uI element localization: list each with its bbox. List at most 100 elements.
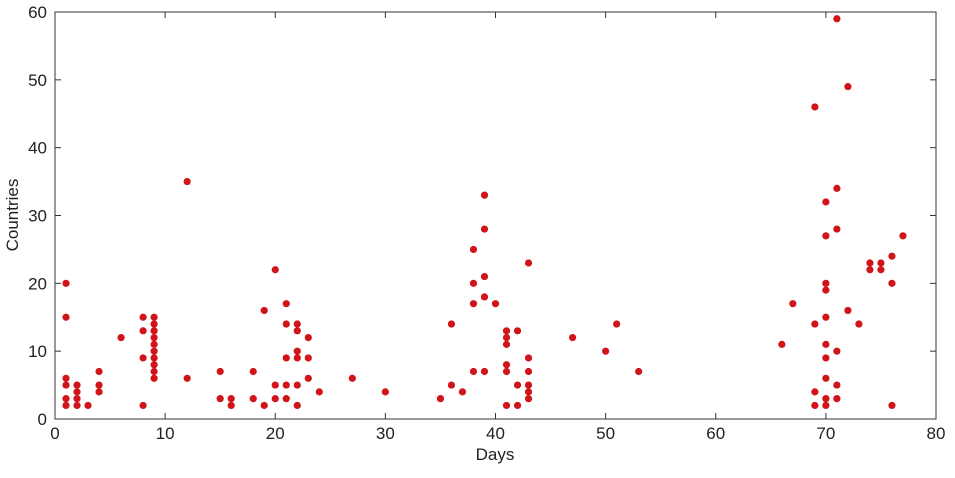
point	[293, 354, 301, 362]
point	[855, 320, 863, 328]
point	[822, 354, 830, 362]
point	[822, 232, 830, 240]
y-tick-label: 30	[28, 207, 47, 226]
point	[381, 388, 389, 396]
x-tick-label: 10	[156, 424, 175, 443]
point	[866, 259, 874, 267]
point	[778, 340, 786, 348]
point	[480, 272, 489, 281]
point	[150, 313, 158, 321]
point	[502, 401, 511, 410]
point	[833, 347, 841, 355]
y-tick-label: 20	[28, 274, 47, 293]
point	[150, 340, 158, 348]
point	[833, 184, 841, 192]
point	[888, 252, 896, 260]
point	[502, 334, 511, 342]
point	[811, 103, 819, 111]
point	[844, 83, 852, 91]
point	[84, 401, 92, 410]
point	[150, 354, 158, 362]
point	[150, 367, 158, 376]
point	[822, 395, 830, 403]
point	[822, 313, 830, 321]
point	[62, 401, 70, 410]
point	[833, 15, 841, 23]
point	[183, 177, 191, 186]
point	[150, 347, 158, 355]
point	[877, 266, 885, 274]
point	[789, 300, 797, 308]
point	[150, 320, 158, 328]
point	[822, 401, 830, 410]
point	[62, 313, 70, 321]
point	[635, 367, 643, 376]
point	[613, 320, 621, 328]
point	[822, 286, 830, 294]
x-tick-label: 0	[50, 424, 59, 443]
point	[150, 327, 158, 335]
point	[480, 367, 489, 376]
point	[271, 266, 279, 274]
point	[282, 300, 290, 308]
point	[304, 334, 312, 342]
point	[73, 395, 81, 403]
point	[480, 191, 489, 199]
point	[249, 367, 257, 376]
point	[833, 395, 841, 403]
point	[271, 395, 279, 403]
point	[502, 340, 511, 348]
point	[95, 388, 103, 396]
point	[833, 381, 841, 389]
point	[62, 374, 70, 382]
plot-frame	[54, 11, 937, 420]
point	[491, 300, 500, 308]
point	[888, 401, 896, 410]
point	[293, 327, 301, 335]
point	[260, 401, 268, 410]
point	[524, 395, 533, 403]
point	[150, 361, 158, 369]
point	[95, 367, 103, 376]
x-axis-label: Days	[476, 445, 515, 464]
point	[513, 401, 522, 410]
point	[293, 381, 301, 389]
point	[73, 401, 81, 410]
point	[150, 334, 158, 342]
point	[822, 198, 830, 206]
point	[216, 395, 224, 403]
x-tick-label: 20	[266, 424, 285, 443]
point	[227, 401, 235, 410]
point	[811, 388, 819, 396]
point	[304, 374, 312, 382]
point	[282, 320, 290, 328]
point	[568, 334, 577, 342]
point	[183, 374, 191, 382]
point	[602, 347, 610, 355]
x-tick-label: 80	[927, 424, 946, 443]
point	[293, 320, 301, 328]
y-tick-label: 60	[28, 3, 47, 22]
point	[315, 388, 323, 396]
point	[524, 388, 533, 396]
point	[348, 374, 356, 382]
point	[822, 340, 830, 348]
point	[811, 320, 819, 328]
point	[513, 381, 522, 389]
point	[139, 354, 147, 362]
y-tick-label: 10	[28, 342, 47, 361]
point	[117, 334, 125, 342]
point	[822, 374, 830, 382]
point	[249, 395, 257, 403]
point	[293, 347, 301, 355]
y-tick-label: 50	[28, 71, 47, 90]
point	[866, 266, 874, 274]
y-axis-label: Countries	[3, 179, 22, 252]
point	[139, 313, 147, 321]
point	[73, 388, 81, 396]
point	[282, 395, 290, 403]
point	[524, 259, 533, 267]
point	[139, 401, 147, 410]
x-tick-label: 70	[816, 424, 835, 443]
